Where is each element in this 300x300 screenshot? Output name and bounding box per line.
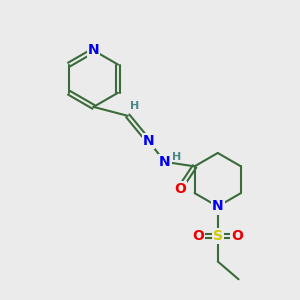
Text: O: O [193, 229, 204, 243]
Text: N: N [159, 155, 171, 169]
Text: S: S [213, 229, 223, 243]
Text: O: O [174, 182, 186, 196]
Text: N: N [88, 44, 99, 57]
Text: O: O [231, 229, 243, 243]
Text: H: H [130, 101, 139, 111]
Text: N: N [143, 134, 154, 148]
Text: N: N [212, 200, 224, 214]
Text: H: H [172, 152, 181, 161]
